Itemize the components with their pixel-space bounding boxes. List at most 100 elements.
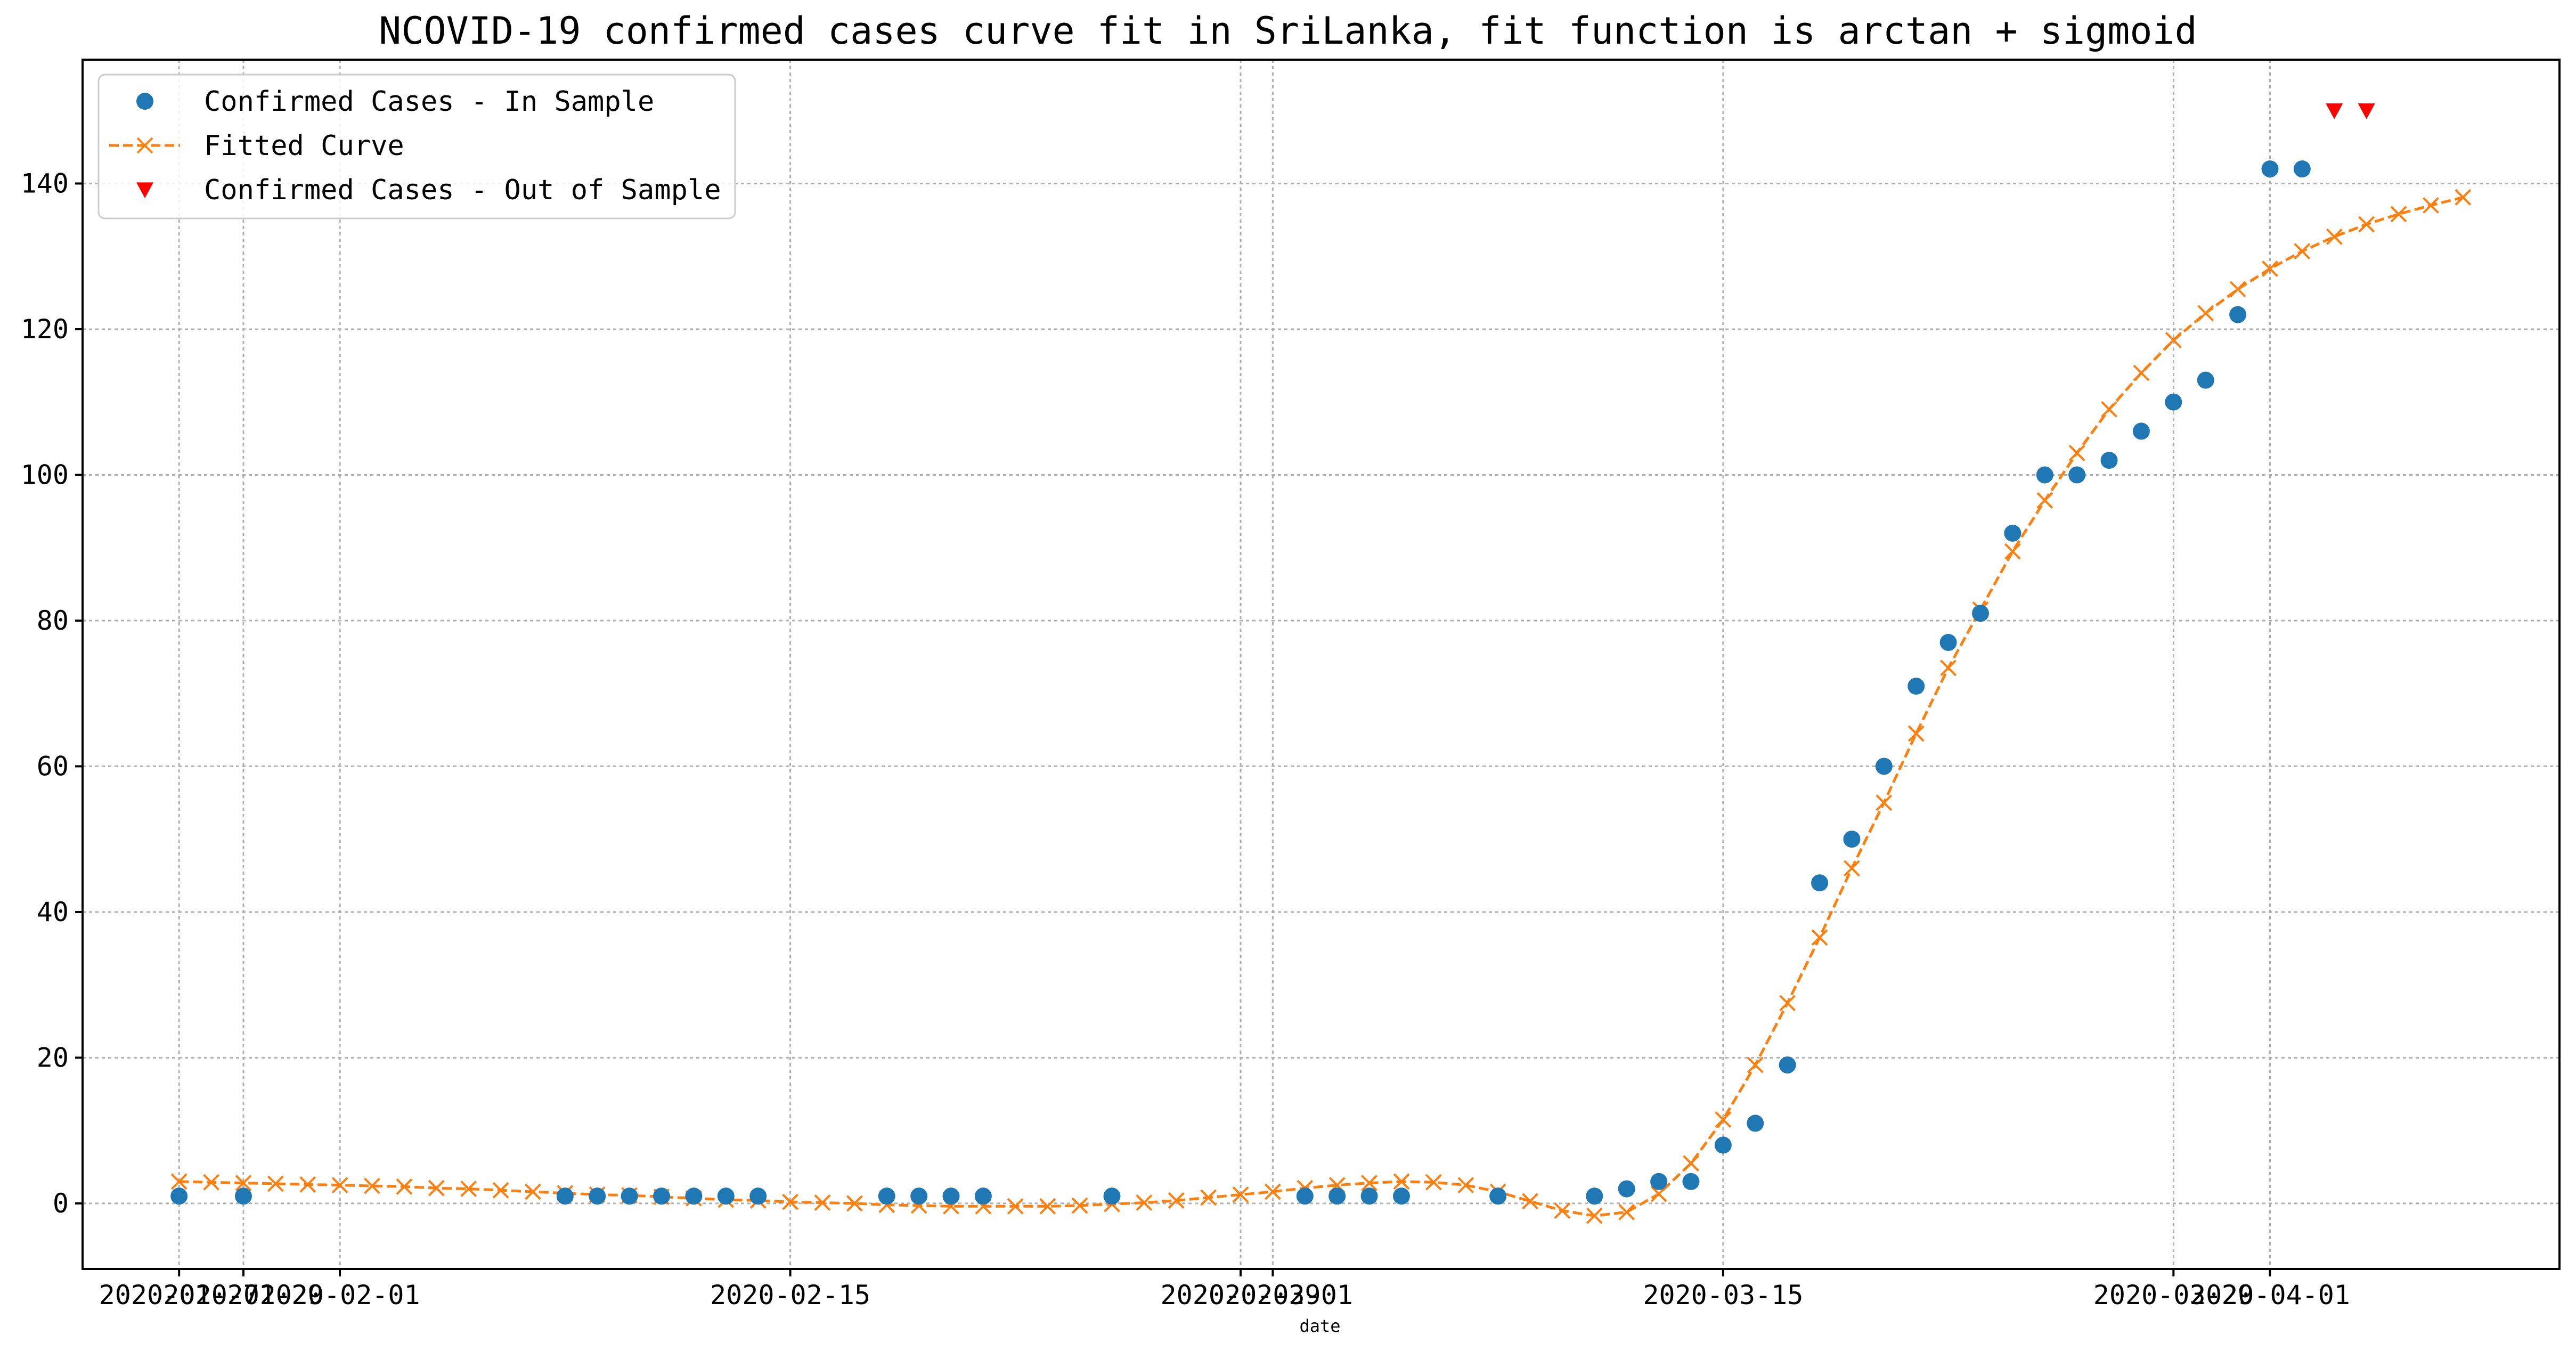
fitted-curve-point (2326, 228, 2343, 245)
fitted-curve-point (1650, 1185, 1667, 1202)
in-sample-point (2036, 466, 2053, 484)
in-sample-point (1392, 1187, 1410, 1205)
fitted-curve-point (1876, 794, 1893, 811)
fitted-curve-point (2455, 189, 2472, 206)
legend-marker (136, 93, 153, 110)
in-sample-point (685, 1187, 703, 1205)
in-sample-point (1939, 633, 1957, 651)
fitted-curve-point (1779, 995, 1796, 1012)
fitted-curve-point (1136, 1194, 1153, 1211)
in-sample-series (170, 160, 2311, 1205)
x-tick-label: 2020-04-01 (2190, 1280, 2350, 1311)
fitted-curve-point (525, 1183, 541, 1200)
in-sample-point (1650, 1173, 1668, 1190)
y-tick-label: 60 (37, 751, 69, 782)
fitted-curve-point (170, 1173, 188, 1190)
in-sample-point (234, 1187, 252, 1205)
fitted-curve-point (2036, 492, 2053, 509)
fitted-curve-point (1554, 1202, 1571, 1219)
in-sample-point (1779, 1056, 1796, 1074)
in-sample-point (2004, 524, 2021, 542)
fitted-curve-point (428, 1179, 445, 1197)
fitted-curve-point (1425, 1174, 1442, 1191)
fitted-curve-point (235, 1175, 252, 1192)
fitted-curve-point (1361, 1175, 1377, 1192)
fitted-curve-point (267, 1175, 284, 1192)
fitted-curve-point (1393, 1173, 1410, 1190)
x-tick-label: 2020-03-29 (2093, 1280, 2254, 1311)
x-tick-label: 2020-02-15 (710, 1280, 870, 1311)
chart-title: NCOVID-19 confirmed cases curve fit in S… (379, 9, 2197, 53)
fitted-curve-point (846, 1195, 863, 1212)
fitted-curve-point (1618, 1203, 1635, 1220)
fitted-curve-point (460, 1181, 477, 1197)
in-sample-point (621, 1187, 638, 1205)
x-tick-label: 2020-01-27 (99, 1280, 259, 1311)
fitted-curve-point (1522, 1193, 1538, 1210)
in-sample-point (1811, 874, 1829, 892)
fitted-curve-point (2294, 243, 2311, 260)
fitted-curve-point (1457, 1177, 1474, 1194)
fitted-curve-point (396, 1178, 413, 1195)
out-of-sample-point (2326, 103, 2343, 119)
x-tick-label: 2020-01-29 (163, 1280, 323, 1311)
in-sample-point (2165, 393, 2182, 411)
fitted-curve-point (1811, 929, 1828, 946)
fitted-curve-point (782, 1193, 798, 1210)
fitted-curve-point (1039, 1198, 1056, 1215)
in-sample-point (1875, 758, 1893, 775)
in-sample-point (910, 1187, 928, 1205)
x-tick-label: 2020-03-15 (1643, 1280, 1803, 1311)
in-sample-point (2100, 452, 2118, 469)
x-tick-label: 2020-02-29 (1161, 1280, 1321, 1311)
in-sample-point (2068, 466, 2086, 484)
fitted-curve-point (1168, 1192, 1185, 1209)
fitted-curve-point (2358, 216, 2375, 233)
legend-label: Confirmed Cases - In Sample (204, 86, 654, 118)
in-sample-point (1296, 1187, 1314, 1205)
in-sample-point (1360, 1187, 1378, 1205)
fitted-curve-line (179, 196, 2464, 1217)
x-axis-label: date (1299, 1316, 1340, 1336)
in-sample-point (1682, 1173, 1700, 1190)
in-sample-point (2261, 160, 2279, 178)
fitted-curve-point (2068, 445, 2085, 461)
legend-label: Fitted Curve (204, 130, 404, 162)
fitted-curve-point (1265, 1183, 1281, 1200)
in-sample-point (1618, 1180, 1635, 1198)
y-tick-label: 20 (37, 1042, 69, 1073)
legend-label: Confirmed Cases - Out of Sample (204, 174, 721, 206)
in-sample-point (878, 1187, 895, 1205)
y-tick-label: 100 (21, 459, 69, 490)
y-tick-label: 40 (37, 897, 69, 927)
in-sample-point (170, 1187, 188, 1205)
in-sample-point (2132, 422, 2150, 440)
in-sample-point (1971, 605, 1989, 622)
in-sample-point (1747, 1114, 1764, 1132)
in-sample-point (1907, 678, 1925, 695)
fitted-curve-point (1907, 725, 1925, 742)
in-sample-point (2197, 371, 2214, 389)
in-sample-point (1586, 1187, 1603, 1205)
fitted-curve-point (1232, 1186, 1249, 1203)
series-1 (170, 189, 2472, 1224)
fitted-curve-point (331, 1177, 348, 1194)
legend: Confirmed Cases - In Sample Fitted Curve C… (97, 74, 736, 219)
in-sample-point (1103, 1187, 1121, 1205)
legend-marker (136, 182, 153, 198)
in-sample-point (942, 1187, 960, 1205)
fitted-curve-point (1200, 1189, 1217, 1206)
fitted-curve-point (1071, 1197, 1088, 1214)
in-sample-point (1328, 1187, 1346, 1205)
in-sample-point (1843, 831, 1861, 848)
fitted-curve-point (814, 1194, 831, 1211)
fitted-curve-point (2229, 281, 2246, 298)
fitted-curve-point (1747, 1056, 1764, 1073)
fitted-curve-point (2165, 332, 2182, 348)
plot-frame (81, 59, 2561, 1270)
fitted-curve-point (2133, 364, 2150, 381)
x-tick-label: 2020-03-01 (1193, 1280, 1353, 1311)
in-sample-point (1714, 1136, 1732, 1154)
in-sample-point (589, 1187, 606, 1205)
